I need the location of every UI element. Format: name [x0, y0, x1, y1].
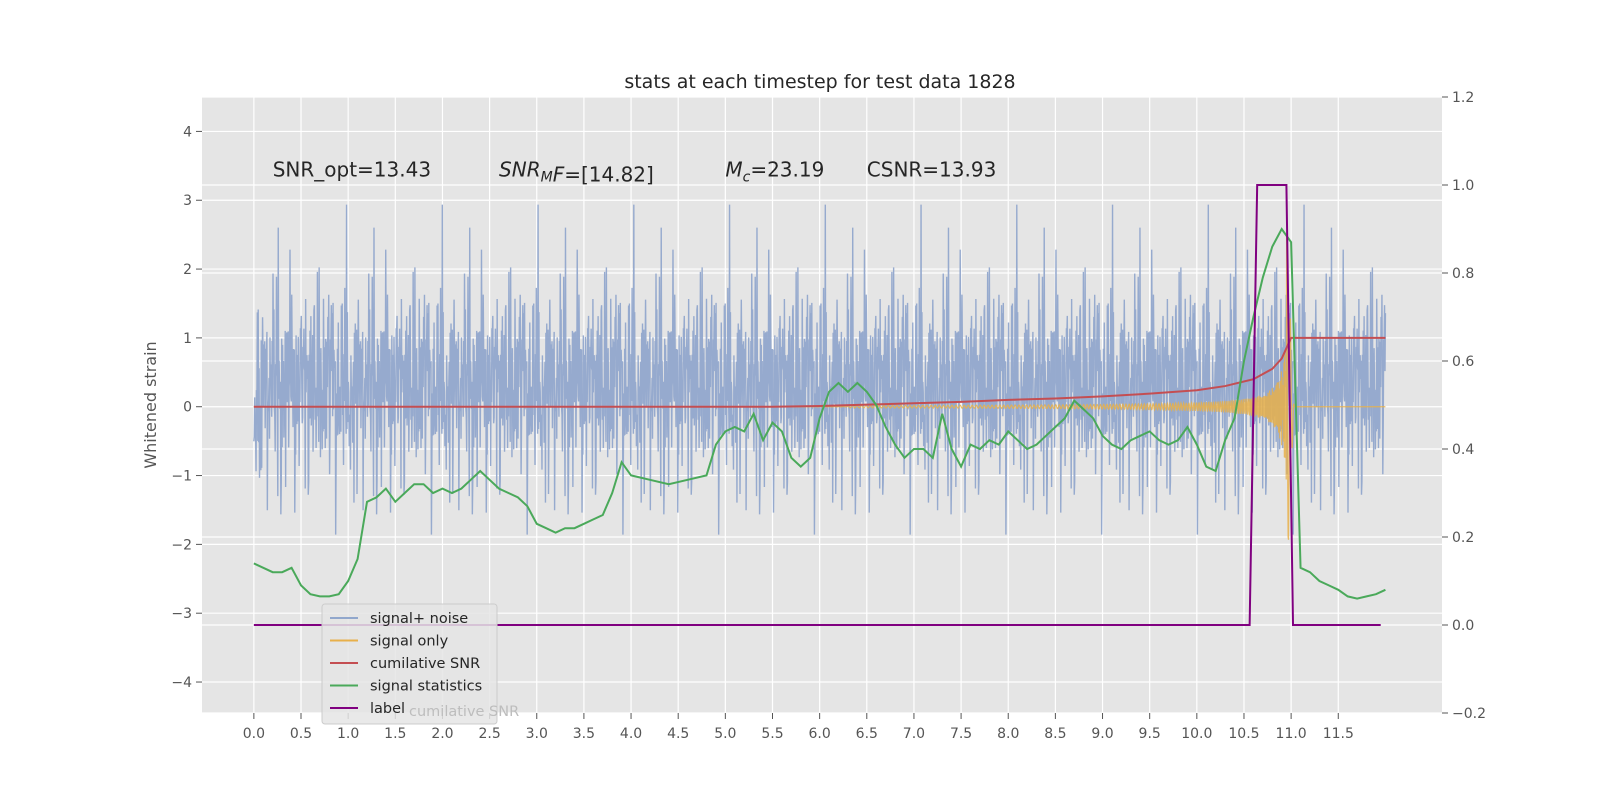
- y-tick-label: −1: [171, 469, 192, 485]
- x-tick-label: 3.0: [526, 726, 548, 742]
- series-signal-noise: [253, 204, 1387, 535]
- y2-tick-label: 0.0: [1452, 618, 1474, 634]
- x-tick-label: 9.0: [1091, 726, 1113, 742]
- x-tick-label: 7.5: [950, 726, 972, 742]
- legend-label: signal statistics: [370, 679, 482, 695]
- x-tick-label: 10.0: [1181, 726, 1212, 742]
- x-tick-label: 4.5: [667, 726, 689, 742]
- series-signal-statistics: [253, 227, 1386, 600]
- annotations: SNR_opt=13.43 SNRMF=[14.82] Mc=23.19 CSNR=1…: [273, 158, 997, 187]
- y-tick-label: −3: [171, 606, 192, 622]
- x-tick-label: 6.0: [809, 726, 831, 742]
- y-tick-label: 4: [183, 124, 192, 140]
- x-tick-label: 0.5: [290, 726, 312, 742]
- legend-box: [321, 603, 498, 725]
- y2-tick-label: 0.6: [1452, 354, 1474, 370]
- y2-tick-label: 0.2: [1452, 530, 1474, 546]
- x-tick-label: 7.0: [903, 726, 925, 742]
- x-tick-label: 9.5: [1139, 726, 1161, 742]
- legend-label: signal only: [370, 634, 449, 650]
- y-tick-label: 0: [183, 400, 192, 416]
- y2-tick-label: 0.4: [1452, 442, 1474, 458]
- x-tick-label: 1.5: [384, 726, 406, 742]
- y2-tick-label: 1.2: [1452, 90, 1474, 106]
- legend: cumilative SNR signal+ noise signal only cu…: [321, 603, 519, 725]
- annotation-3: CSNR=13.93: [867, 158, 997, 182]
- x-tick-label: 5.5: [761, 726, 783, 742]
- legend-overlap-text: cumilative SNR: [409, 704, 519, 720]
- x-tick-label: 11.0: [1276, 726, 1307, 742]
- x-tick-label: 10.5: [1228, 726, 1259, 742]
- x-tick-label: 11.5: [1323, 726, 1354, 742]
- annotation-1: SNRMF=[14.82]: [499, 158, 654, 187]
- y2-tick-label: 0.8: [1452, 266, 1474, 282]
- y-axis-left: −4 −3 −2 −1 0 1 2 3 4: [171, 124, 202, 691]
- y-tick-label: 2: [183, 262, 192, 278]
- annotation-0: SNR_opt=13.43: [273, 158, 431, 182]
- y2-tick-label: −0.2: [1452, 706, 1486, 722]
- x-tick-label: 8.0: [997, 726, 1019, 742]
- x-tick-label: 8.5: [1044, 726, 1066, 742]
- x-tick-label: 5.0: [714, 726, 736, 742]
- x-tick-label: 0.0: [243, 726, 265, 742]
- y-axis-label: Whitened strain: [141, 341, 160, 468]
- y-tick-label: 1: [183, 331, 192, 347]
- series-cumilative-snr: [253, 336, 1386, 408]
- legend-label: signal+ noise: [370, 611, 468, 627]
- x-axis: 0.0 0.5 1.0 1.5 2.0 2.5 3.0 3.5 4.0 4.5 5.0 5.5 6.0 6…: [243, 713, 1354, 742]
- x-tick-label: 2.0: [431, 726, 453, 742]
- y-tick-label: 3: [183, 193, 192, 209]
- chart-title: stats at each timestep for test data 182…: [624, 71, 1015, 93]
- x-tick-label: 2.5: [478, 726, 500, 742]
- series-label: [253, 184, 1381, 626]
- x-tick-label: 4.0: [620, 726, 642, 742]
- y-axis-right: −0.2 0.0 0.2 0.4 0.6 0.8 1.0 1.2: [1442, 90, 1486, 722]
- x-tick-label: 6.5: [856, 726, 878, 742]
- series-layer: [253, 184, 1387, 626]
- x-tick-label: 1.0: [337, 726, 359, 742]
- y-tick-label: −2: [171, 537, 192, 553]
- y-tick-label: −4: [171, 675, 192, 691]
- y2-tick-label: 1.0: [1452, 178, 1474, 194]
- legend-label: label: [370, 701, 405, 717]
- annotation-2: Mc=23.19: [725, 158, 824, 186]
- legend-label: cumilative SNR: [370, 656, 480, 672]
- x-tick-label: 3.5: [573, 726, 595, 742]
